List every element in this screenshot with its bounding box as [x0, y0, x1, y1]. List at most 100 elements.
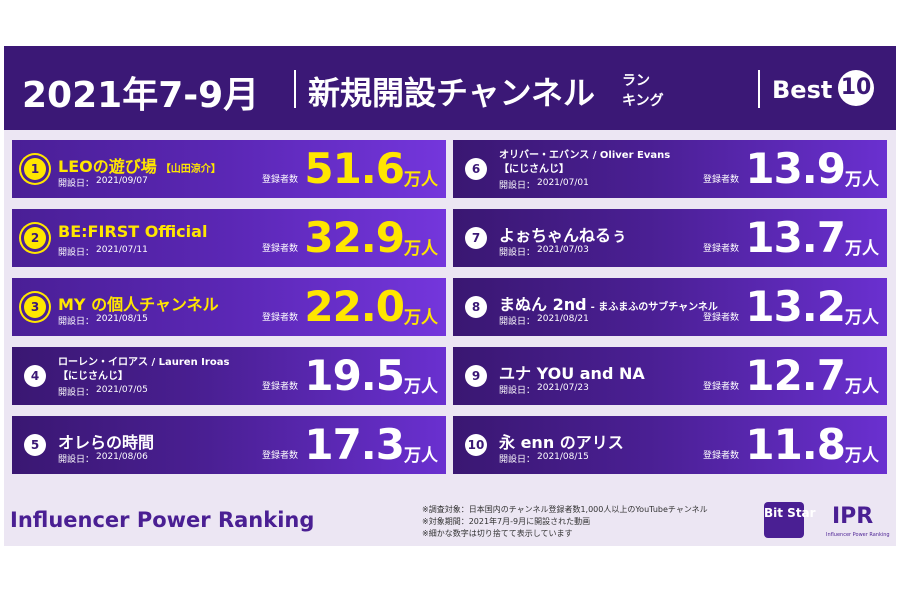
best-number: 10	[838, 70, 874, 106]
ranking-row: 6 オリバー・エバンス / Oliver Evans 【にじさんじ】 開設日： 2021…	[453, 140, 887, 198]
logo-ipr: IPR	[832, 504, 874, 529]
rank-badge: 2	[24, 227, 46, 249]
unit: 万人	[404, 170, 438, 190]
date: 2021/07/01	[537, 178, 589, 188]
logo-ipr-sub: Influencer Power Ranking	[826, 532, 890, 538]
channel-name-text: よぉちゃんねるぅ	[499, 226, 628, 245]
channel-name-text: BE:FIRST Official	[58, 222, 208, 241]
ranking-row: 5 オレらの時間 開設日： 2021/08/06 登録者数 17.3 万人	[12, 416, 446, 474]
subscribers: 32.9	[304, 213, 405, 262]
logo-bitstar: Bit Star	[764, 502, 816, 538]
channel-tag: - まふまふのサブチャンネル	[590, 302, 718, 313]
divider	[758, 70, 760, 108]
ranking-row: 7 よぉちゃんねるぅ開設日： 2021/07/03 登録者数 13.7 万人	[453, 209, 887, 267]
channel-name-text: まぬん 2nd	[499, 295, 587, 314]
subscribers: 22.0	[304, 282, 405, 331]
date: 2021/08/06	[96, 452, 148, 462]
date: 2021/07/11	[96, 245, 148, 255]
date-label: 開設日：	[499, 248, 536, 258]
rank-badge: 7	[465, 227, 487, 249]
subscribers: 13.2	[745, 282, 846, 331]
ranking-row: 2 BE:FIRST Official 開設日： 2021/07/11 登録者数 32.9…	[12, 209, 446, 267]
date: 2021/07/05	[96, 385, 148, 395]
unit: 万人	[845, 170, 879, 190]
subscribers: 13.7	[745, 213, 846, 262]
date-label: 開設日：	[58, 179, 95, 189]
divider	[294, 70, 296, 108]
channel-tag: 【にじさんじ】	[58, 371, 128, 382]
subscribers-label: 登録者数	[703, 244, 740, 254]
subscribers-label: 登録者数	[262, 451, 299, 461]
subscribers-label: 登録者数	[703, 451, 740, 461]
channel-name-text: 永 enn のアリス	[499, 433, 624, 452]
channel-name-text: オレらの時間	[58, 433, 155, 452]
subscribers: 51.6	[304, 144, 405, 193]
subscribers-label: 登録者数	[262, 244, 299, 254]
subscribers-label: 登録者数	[703, 175, 740, 185]
date-label: 開設日：	[499, 386, 536, 396]
channel-name: BE:FIRST Official	[58, 222, 207, 241]
channel-tag: 【にじさんじ】	[499, 164, 569, 175]
note: ※細かな数字は切り捨てて表示しています	[422, 529, 573, 538]
rank-badge: 8	[465, 296, 487, 318]
header-title-small: キング	[622, 93, 664, 109]
unit: 万人	[845, 239, 879, 259]
date: 2021/07/23	[537, 383, 589, 393]
subscribers: 17.3	[304, 420, 405, 469]
unit: 万人	[404, 239, 438, 259]
ranking-row: 10 永 enn のアリス開設日： 2021/08/15 登録者数 11.8 万人	[453, 416, 887, 474]
subscribers-label: 登録者数	[703, 313, 740, 323]
date: 2021/08/21	[537, 314, 589, 324]
channel-tag: 【山田涼介】	[160, 164, 221, 175]
channel-name: オレらの時間	[58, 429, 154, 453]
subscribers: 11.8	[745, 420, 846, 469]
date: 2021/08/15	[96, 314, 148, 324]
rank-badge: 1	[24, 158, 46, 180]
unit: 万人	[845, 446, 879, 466]
channel-name-text: ユナ YOU and NA	[499, 364, 645, 383]
panel: 2021年7-9月 新規開設チャンネル ラン キング Best 10 1 LEOの…	[4, 46, 896, 546]
channel-name: オリバー・エバンス / Oliver Evans	[499, 150, 671, 161]
rank-badge: 10	[465, 434, 487, 456]
subscribers: 12.7	[745, 351, 846, 400]
footer-brand: Influencer Power Ranking	[10, 508, 315, 532]
ranking-row: 9 ユナ YOU and NA 開設日： 2021/07/23 登録者数 12.7 万人	[453, 347, 887, 405]
best-label: Best	[772, 76, 833, 104]
date-label: 開設日：	[499, 181, 536, 191]
unit: 万人	[404, 308, 438, 328]
subscribers-label: 登録者数	[262, 382, 299, 392]
rank-badge: 9	[465, 365, 487, 387]
rank-badge: 6	[465, 158, 487, 180]
subscribers-label: 登録者数	[262, 313, 299, 323]
channel-name: LEOの遊び場 【山田涼介】	[58, 153, 221, 177]
date: 2021/08/15	[537, 452, 589, 462]
date: 2021/07/03	[537, 245, 589, 255]
channel-name: 永 enn のアリス	[499, 429, 624, 453]
date-label: 開設日：	[58, 317, 95, 327]
channel-name: まぬん 2nd - まふまふのサブチャンネル	[499, 291, 718, 315]
channel-name: MY の個人チャンネル	[58, 291, 219, 315]
date-label: 開設日：	[499, 317, 536, 327]
subscribers: 19.5	[304, 351, 405, 400]
date-label: 開設日：	[58, 455, 95, 465]
note: ※調査対象：日本国内のチャンネル登録者数1,000人以上のYouTubeチャンネ…	[422, 505, 708, 514]
unit: 万人	[404, 377, 438, 397]
date-label: 開設日：	[58, 388, 95, 398]
date-label: 開設日：	[499, 455, 536, 465]
ranking-row: 8 まぬん 2nd - まふまふのサブチャンネル開設日： 2021/08/21 登録者数…	[453, 278, 887, 336]
period: 2021年7-9月	[22, 75, 260, 116]
channel-name: ローレン・イロアス / Lauren Iroas	[58, 357, 230, 368]
header-title-small: ラン	[622, 73, 650, 89]
rank-badge: 3	[24, 296, 46, 318]
date-label: 開設日：	[58, 248, 95, 258]
subscribers: 13.9	[745, 144, 846, 193]
header-title: 新規開設チャンネル	[308, 74, 596, 112]
channel-name: ユナ YOU and NA	[499, 360, 645, 384]
header: 2021年7-9月 新規開設チャンネル ラン キング Best 10	[4, 46, 896, 130]
unit: 万人	[845, 377, 879, 397]
channel-name-text: MY の個人チャンネル	[58, 295, 219, 314]
rank-badge: 5	[24, 434, 46, 456]
subscribers-label: 登録者数	[262, 175, 299, 185]
unit: 万人	[845, 308, 879, 328]
